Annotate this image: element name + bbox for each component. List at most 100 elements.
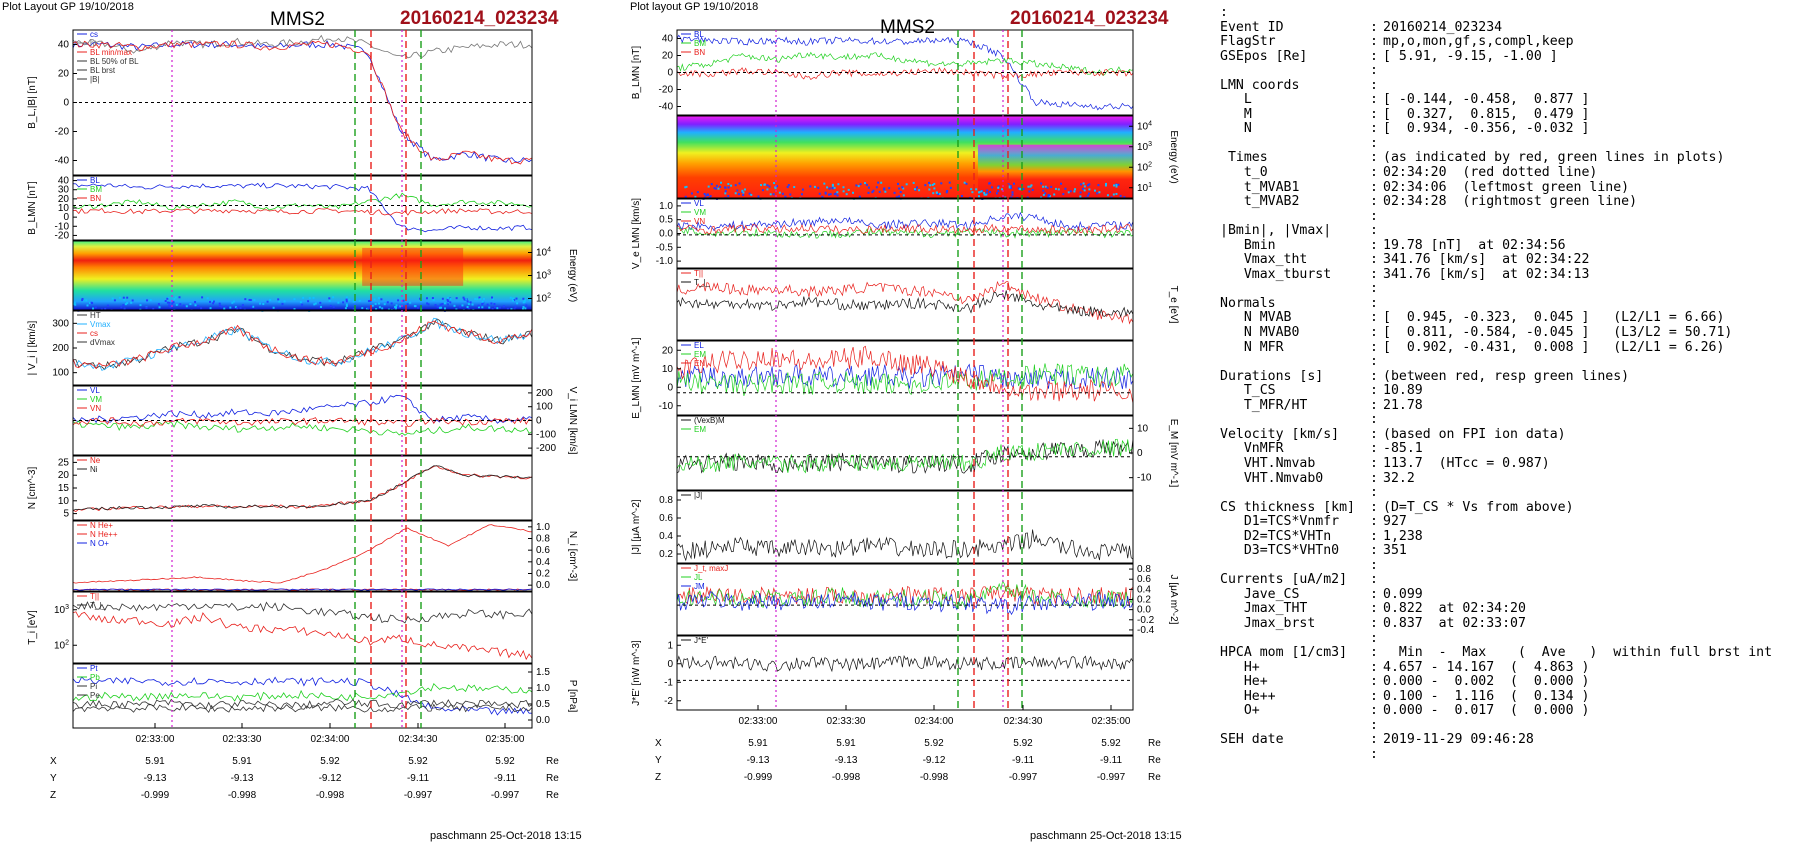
panel-frame bbox=[72, 663, 533, 729]
info-row: : bbox=[1220, 558, 1790, 574]
info-key: O+ bbox=[1220, 703, 1260, 719]
info-separator: : bbox=[1370, 470, 1378, 486]
spectrogram-pixel bbox=[419, 297, 422, 300]
info-value: 341.76 [km/s] at 02:34:22 bbox=[1383, 252, 1590, 268]
spectrogram-pixel bbox=[378, 306, 381, 309]
spectrogram-pixel bbox=[397, 299, 400, 302]
series-line bbox=[72, 676, 532, 716]
info-key: D1=TCS*Vnmfr bbox=[1220, 514, 1340, 530]
spectrogram-pixel bbox=[166, 301, 169, 304]
spectrogram-pixel bbox=[707, 185, 710, 188]
x-tick-label: 02:35:00 bbox=[1092, 716, 1131, 727]
info-row: : bbox=[1220, 209, 1790, 225]
spectrogram-pixel bbox=[477, 304, 480, 307]
spectrogram-pixel bbox=[710, 183, 713, 186]
spectrogram-pixel bbox=[824, 191, 827, 194]
spectrogram-pixel bbox=[278, 300, 281, 303]
info-separator: : bbox=[1370, 252, 1378, 268]
series-line bbox=[72, 703, 533, 714]
spectrogram-pixel bbox=[124, 303, 127, 306]
y-tick-label: 0.8 bbox=[1137, 564, 1151, 575]
series-line bbox=[72, 524, 533, 584]
ephemeris-value: -9.12 bbox=[319, 773, 342, 784]
spectrogram-pixel bbox=[704, 194, 707, 197]
info-row: t_0:02:34:20 (red dotted line) bbox=[1220, 165, 1790, 181]
ephemeris-value: -0.997 bbox=[491, 790, 520, 801]
ephemeris-unit: Re bbox=[546, 790, 559, 801]
info-key: M bbox=[1220, 106, 1252, 122]
panel-frame bbox=[676, 490, 1134, 564]
info-row: N: [ 0.934, -0.356, -0.032 ] bbox=[1220, 122, 1790, 137]
info-separator: : bbox=[1370, 397, 1378, 413]
spectrogram-pixel bbox=[690, 192, 693, 195]
series-line bbox=[72, 320, 533, 370]
spectrogram-pixel bbox=[1042, 185, 1045, 188]
spectrogram-pixel bbox=[157, 303, 160, 306]
info-value: 19.78 [nT] at 02:34:56 bbox=[1383, 237, 1566, 253]
spectrogram-pixel bbox=[269, 298, 272, 301]
spectrogram-pixel bbox=[314, 302, 317, 305]
spectrogram-pixel bbox=[332, 296, 335, 299]
series-line bbox=[676, 66, 1134, 81]
ephemeris-value: -9.11 bbox=[494, 773, 516, 784]
spectrogram-pixel bbox=[1079, 195, 1082, 198]
info-value: [ 5.91, -9.15, -1.00 ] bbox=[1383, 48, 1558, 64]
info-value: 02:34:06 (leftmost green line) bbox=[1383, 179, 1630, 195]
spectrogram-pixel bbox=[281, 303, 284, 306]
panel-frame bbox=[72, 591, 533, 664]
y-tick-label: 300 bbox=[52, 318, 69, 329]
spectrogram-pixel bbox=[231, 301, 234, 304]
y-tick-label: 0 bbox=[536, 416, 542, 427]
spectrogram-pixel bbox=[491, 307, 494, 310]
spectrogram-pixel bbox=[358, 299, 361, 302]
info-value: 0.837 at 02:33:07 bbox=[1383, 615, 1526, 631]
info-key: Jmax_THT bbox=[1220, 601, 1308, 617]
spectrogram-pixel bbox=[393, 307, 396, 310]
spectrogram-pixel bbox=[1050, 185, 1053, 188]
spectrogram-pixel bbox=[1022, 188, 1025, 191]
info-key: He++ bbox=[1220, 688, 1276, 704]
spectrogram-pixel bbox=[277, 298, 280, 301]
spectrogram-pixel bbox=[1064, 187, 1067, 190]
spectrogram-pixel bbox=[724, 192, 727, 195]
spectrogram-pixel bbox=[1079, 191, 1082, 194]
info-row: L: [ -0.144, -0.458, 0.877 ] bbox=[1220, 93, 1790, 108]
spectrogram-pixel bbox=[146, 299, 149, 302]
info-value: 02:34:28 (rightmost green line) bbox=[1383, 194, 1638, 210]
panel-4: T_e [eV] T||T_|_ bbox=[676, 268, 1179, 341]
legend-label: cs bbox=[90, 329, 98, 338]
spectrogram-pixel bbox=[897, 182, 900, 185]
spectrogram-pixel bbox=[684, 195, 687, 198]
info-key: t_0 bbox=[1220, 165, 1268, 181]
spectrogram-pixel bbox=[1044, 185, 1047, 188]
spectrogram-pixel bbox=[741, 190, 744, 193]
legend-label: BN bbox=[90, 194, 101, 203]
y-tick-label: -1.0 bbox=[656, 256, 674, 267]
spectrogram-pixel bbox=[901, 186, 904, 189]
spectrogram-pixel bbox=[720, 181, 723, 184]
panel-frame bbox=[676, 340, 1134, 416]
spectrogram-pixel bbox=[1040, 182, 1043, 185]
info-value: -85.1 bbox=[1383, 441, 1423, 457]
y-tick-label: -0.2 bbox=[1137, 615, 1155, 626]
spectrogram-pixel bbox=[1082, 182, 1085, 185]
info-top-colon: : bbox=[1220, 5, 1228, 20]
y-tick-label: 100 bbox=[536, 402, 553, 413]
spectrogram-pixel bbox=[168, 304, 171, 307]
spectrogram-pixel bbox=[829, 193, 832, 196]
spectrogram-pixel bbox=[342, 301, 345, 304]
legend-label: Vmax bbox=[90, 320, 110, 329]
spectrogram-pixel bbox=[201, 296, 204, 299]
y-axis-label: B_L,|B| [nT] bbox=[27, 76, 38, 129]
legend-label: BL min/max bbox=[90, 48, 132, 57]
spectrogram-pixel bbox=[447, 303, 450, 306]
spectrogram-pixel bbox=[120, 306, 123, 309]
series-line bbox=[72, 182, 533, 233]
spectrogram-pixel bbox=[884, 190, 887, 193]
spectrogram-pixel bbox=[377, 302, 380, 305]
legend-label: BL 50% of BL bbox=[90, 57, 139, 66]
series-line bbox=[72, 600, 533, 624]
spectrogram-pixel bbox=[319, 301, 322, 304]
